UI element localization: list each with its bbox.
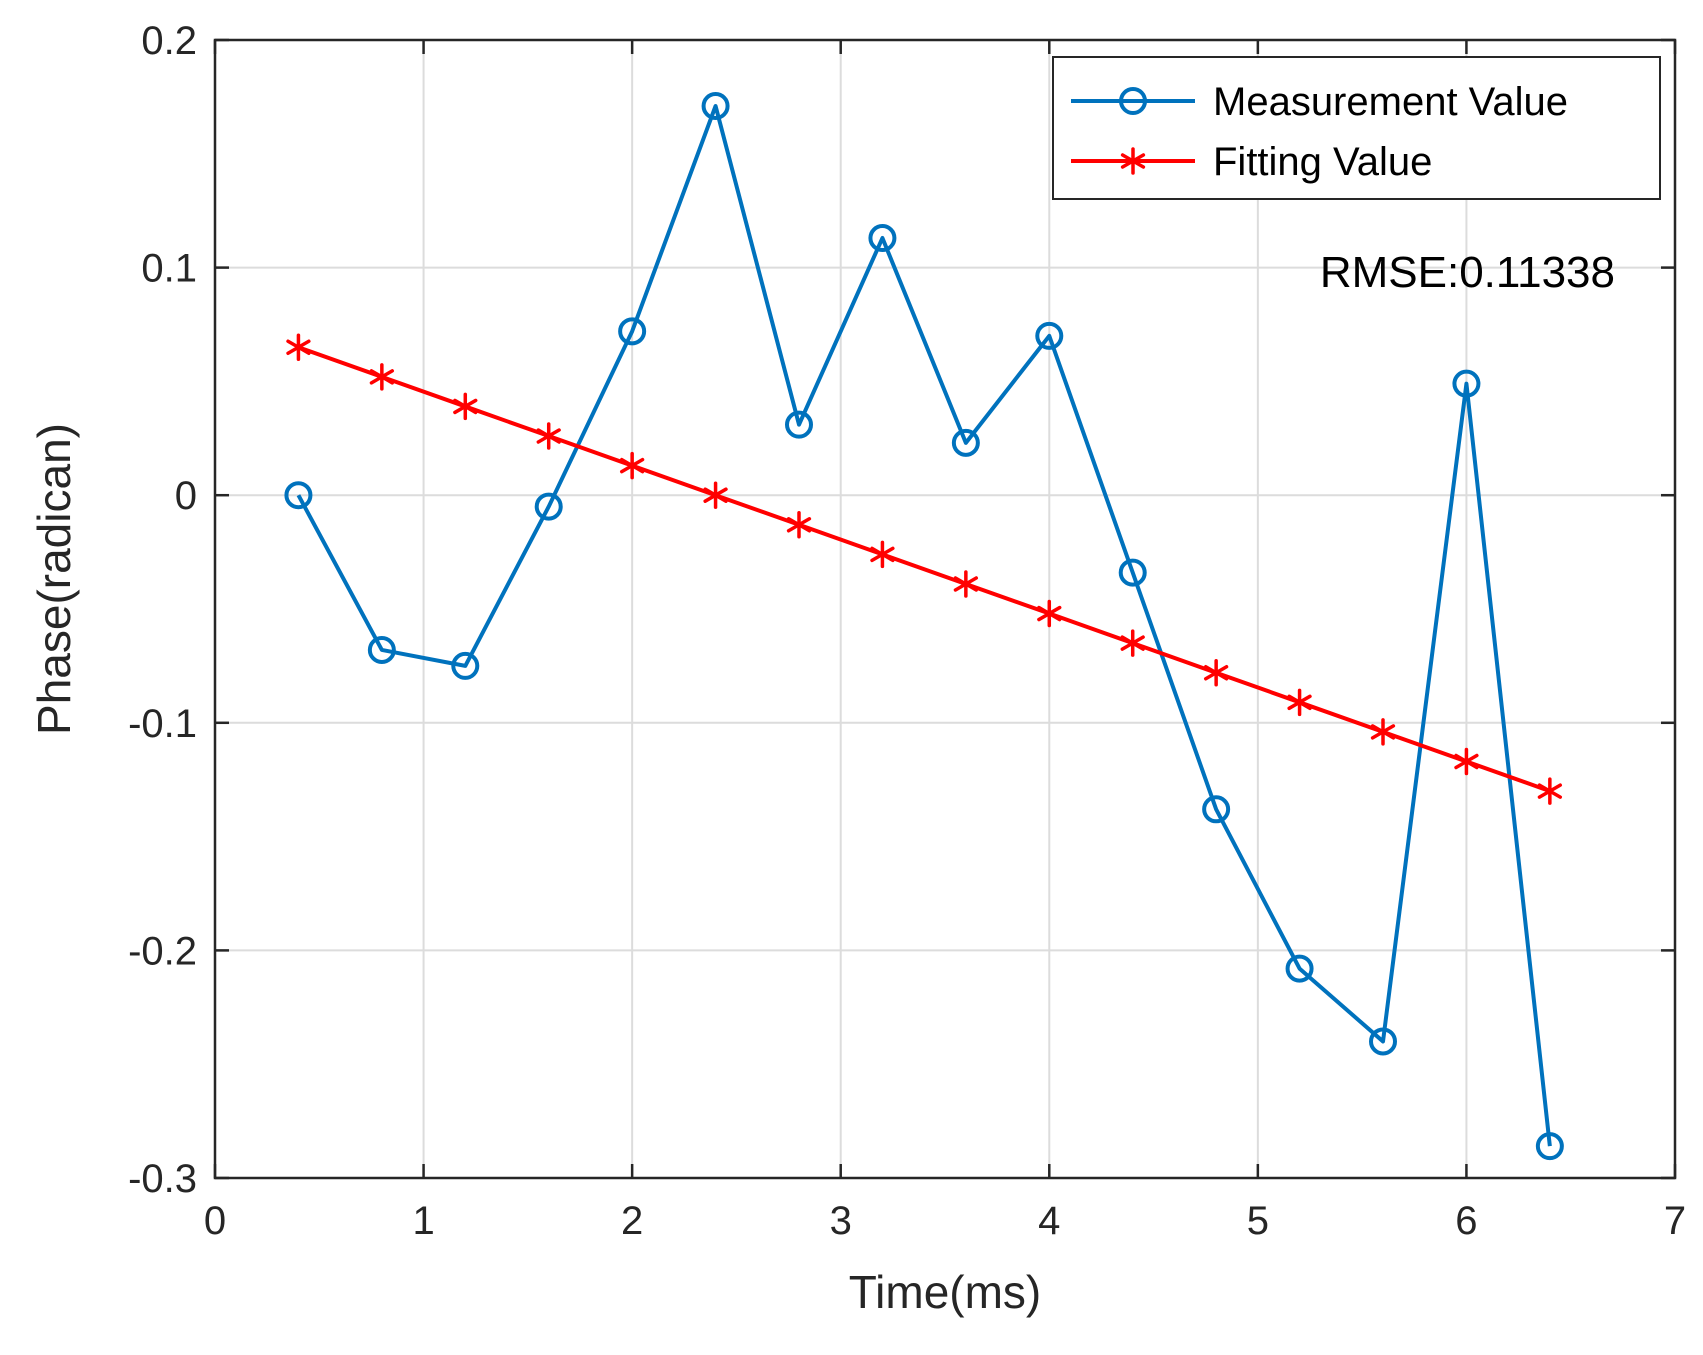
data-point <box>286 333 311 362</box>
data-point <box>951 428 980 457</box>
data-point <box>701 92 730 121</box>
x-tick-label: 4 <box>1038 1199 1060 1243</box>
data-point <box>1037 599 1062 628</box>
asterisk-stroke <box>953 576 978 592</box>
x-tick-label: 1 <box>412 1199 434 1243</box>
data-point <box>1035 321 1064 350</box>
asterisk-stroke <box>1120 635 1145 651</box>
data-point <box>1287 688 1312 717</box>
series-fitting <box>286 333 1562 805</box>
asterisk-stroke <box>1204 664 1229 681</box>
legend-marker-asterisk <box>1120 147 1146 175</box>
y-tick-label: 0.2 <box>141 19 197 63</box>
series-group <box>284 92 1564 1161</box>
data-point <box>620 451 645 480</box>
legend-entry-fitting: Fitting Value <box>1071 140 1432 184</box>
data-point <box>1202 795 1231 824</box>
series-measurement <box>284 92 1564 1161</box>
data-point <box>786 511 812 539</box>
asterisk-stroke <box>369 369 394 385</box>
asterisk-stroke <box>536 428 561 444</box>
data-point <box>451 651 480 680</box>
asterisk-stroke <box>703 487 728 503</box>
data-point <box>870 540 895 569</box>
asterisk-stroke <box>453 398 478 415</box>
x-tick-label: 2 <box>621 1199 643 1243</box>
data-point <box>1204 658 1229 687</box>
y-tick-label: -0.3 <box>128 1157 197 1201</box>
data-point <box>618 317 647 346</box>
data-point <box>953 570 978 598</box>
data-point <box>1454 747 1479 776</box>
data-point <box>534 492 563 521</box>
data-point <box>453 392 478 421</box>
y-axis-label: Phase(radican) <box>28 423 80 735</box>
legend-label-fitting: Fitting Value <box>1213 140 1432 184</box>
x-tick-label: 6 <box>1455 1199 1477 1243</box>
data-point <box>1452 369 1481 398</box>
legend-entry-measurement: Measurement Value <box>1071 80 1568 124</box>
asterisk-stroke <box>786 517 812 533</box>
asterisk-stroke <box>870 546 895 563</box>
tick-labels: 0 1 2 3 4 5 6 7 0.2 0.1 0 -0.1 -0.2 -0.3 <box>128 19 1686 1243</box>
asterisk-stroke <box>1454 753 1479 770</box>
asterisk-stroke <box>1287 694 1312 711</box>
y-tick-label: 0 <box>175 474 197 518</box>
data-point <box>1120 629 1145 657</box>
series-line <box>296 104 1552 1147</box>
data-point <box>1535 1132 1564 1161</box>
data-point <box>367 635 396 664</box>
asterisk-stroke <box>620 457 645 474</box>
y-tick-label: -0.1 <box>128 702 197 746</box>
data-point <box>284 481 313 510</box>
data-point <box>536 422 561 450</box>
data-point <box>1369 1027 1397 1056</box>
series-line <box>297 345 1551 793</box>
data-point <box>369 363 394 391</box>
asterisk-stroke <box>1120 153 1146 169</box>
data-point <box>1118 558 1147 587</box>
rmse-annotation: RMSE:0.11338 <box>1320 248 1615 297</box>
data-point <box>1370 718 1396 746</box>
asterisk-stroke <box>286 339 311 356</box>
data-point <box>1285 954 1314 983</box>
axes-frame <box>213 38 1677 1180</box>
legend-box <box>1052 56 1661 200</box>
legend: Measurement Value Fitting Value <box>1052 56 1661 200</box>
asterisk-stroke <box>1537 783 1562 799</box>
y-tick-label: -0.2 <box>128 929 197 973</box>
asterisk-stroke <box>1037 605 1062 622</box>
y-tick-label: 0.1 <box>141 247 197 291</box>
grid <box>214 39 1676 1179</box>
data-point <box>868 224 897 253</box>
legend-asterisk <box>1120 147 1146 175</box>
x-tick-label: 5 <box>1247 1199 1269 1243</box>
legend-marker-circle <box>1119 87 1147 115</box>
legend-label-measurement: Measurement Value <box>1213 80 1568 124</box>
x-tick-label: 3 <box>830 1199 852 1243</box>
x-tick-label: 0 <box>204 1199 226 1243</box>
data-point <box>703 481 728 509</box>
ticks <box>213 38 1677 1180</box>
data-point <box>1537 777 1562 805</box>
data-point <box>785 410 813 439</box>
asterisk-stroke <box>1370 724 1396 740</box>
x-axis-label: Time(ms) <box>849 1266 1041 1318</box>
x-tick-label: 7 <box>1664 1199 1686 1243</box>
